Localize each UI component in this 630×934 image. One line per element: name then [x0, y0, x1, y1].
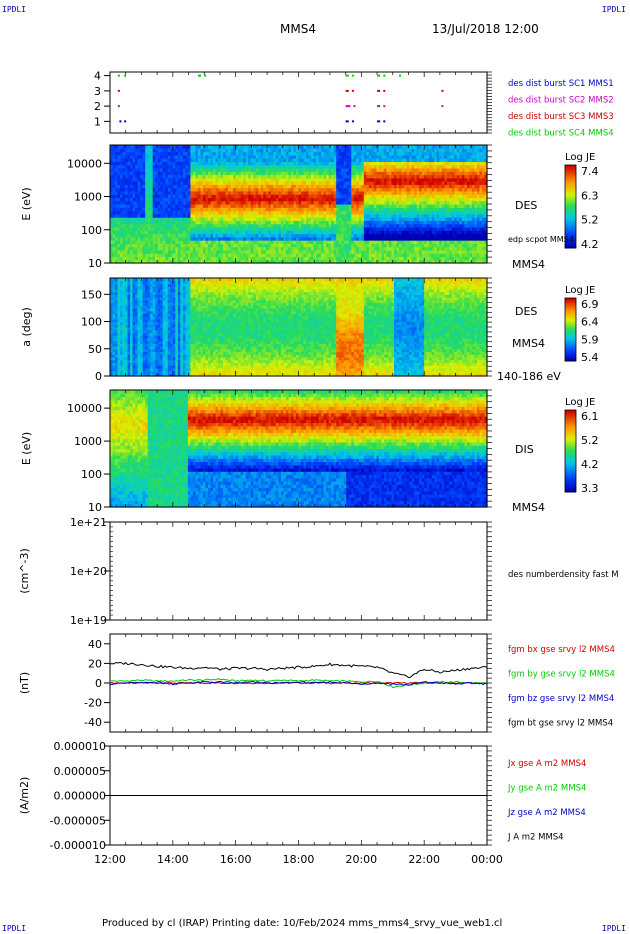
burst-ytick-label: 3 — [94, 85, 101, 98]
stacked-plot-panels: 1 2 3 4 des dist burst SC1 MMS1 des dist burs… — [0, 0, 630, 934]
burst-interval-mark — [346, 75, 349, 77]
burst-interval-mark — [204, 75, 206, 77]
burst-interval-mark — [118, 75, 120, 77]
burst-interval-mark — [118, 105, 120, 107]
burst-interval-mark — [377, 120, 380, 122]
burst-interval-mark — [383, 105, 385, 107]
burst-interval-mark — [346, 105, 351, 107]
burst-panel-frame — [110, 72, 487, 133]
burst-interval-mark — [399, 75, 401, 77]
burst-interval-mark — [383, 90, 385, 92]
burst-interval-mark — [124, 120, 126, 122]
burst-interval-mark — [352, 120, 354, 122]
burst-interval-mark — [346, 120, 349, 122]
burst-interval-mark — [352, 75, 354, 77]
burst-ytick-label: 4 — [94, 70, 101, 83]
burst-interval-mark — [198, 75, 201, 77]
burst-legend-entry: des dist burst SC2 MMS2 — [508, 96, 614, 106]
burst-interval-mark — [118, 90, 120, 92]
burst-interval-mark — [377, 75, 380, 77]
burst-interval-mark — [346, 90, 349, 92]
burst-interval-mark — [377, 90, 380, 92]
burst-legend-entry: des dist burst SC1 MMS1 — [508, 79, 614, 89]
burst-interval-mark — [119, 120, 121, 122]
burst-interval-mark — [352, 90, 354, 92]
burst-legend-entry: des dist burst SC3 MMS3 — [508, 112, 614, 122]
burst-interval-mark — [353, 105, 355, 107]
burst-ytick-label: 2 — [94, 100, 101, 113]
burst-interval-mark — [441, 105, 443, 107]
burst-interval-mark — [383, 75, 385, 77]
burst-interval-mark — [383, 120, 385, 122]
burst-interval-mark — [377, 105, 380, 107]
burst-legend-entry: des dist burst SC4 MMS4 — [508, 129, 614, 139]
burst-interval-mark — [124, 75, 126, 77]
burst-ytick-label: 1 — [94, 115, 101, 128]
des-energy-spectrogram — [110, 145, 488, 264]
burst-interval-mark — [441, 90, 443, 92]
